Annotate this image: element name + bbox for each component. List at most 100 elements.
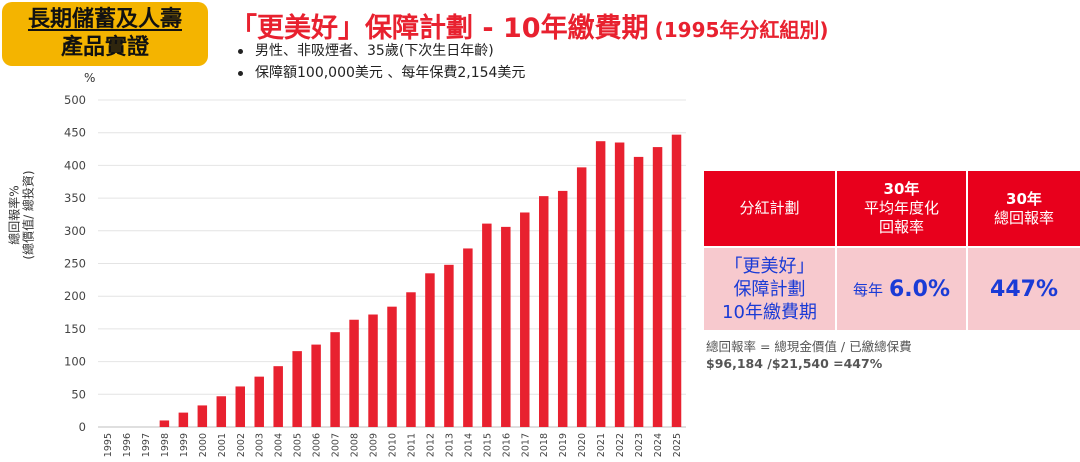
header-avg-line: 30年 — [883, 180, 920, 198]
title-sub: (1995年分紅組別) — [654, 18, 829, 42]
bar-2022 — [614, 142, 625, 427]
cell-plan-name: 「更美好」 保障計劃 10年繳費期 — [704, 248, 837, 330]
bar-2020 — [576, 167, 587, 427]
bar-2006 — [311, 344, 321, 427]
x-tick-label: 2012 — [425, 433, 436, 457]
bar-2017 — [520, 212, 530, 427]
bar-2004 — [273, 366, 283, 427]
bar-2010 — [387, 306, 397, 427]
header-avg-line: 回報率 — [878, 218, 924, 236]
bar-2002 — [235, 386, 245, 427]
plan-name-line: 保障計劃 — [733, 278, 806, 300]
x-tick-label: 2014 — [463, 433, 474, 457]
y-tick-label: 350 — [64, 191, 86, 205]
bar-2009 — [368, 314, 378, 427]
x-tick-label: 2013 — [444, 433, 455, 457]
bar-2023 — [633, 156, 644, 427]
return-bar-chart: % 0 50 100 150 200 250 300 350 400 450 500 1995 1996 1… — [64, 71, 686, 457]
summary-table: 分紅計劃 30年 平均年度化 回報率 30年 總回報率 「更美好」 保障計劃 1… — [704, 171, 1080, 330]
formula-line: 總回報率 = 總現金價值 / 已繳總保費 — [706, 339, 912, 354]
x-tick-label: 2023 — [634, 433, 645, 457]
y-tick-label: 50 — [71, 387, 86, 401]
x-tick-label: 2007 — [331, 433, 342, 457]
bullet-text: 男性、非吸煙者、35歲(下次生日年齡) — [255, 43, 494, 59]
x-tick-label: 2024 — [653, 433, 664, 457]
bullet-item: 保障額100,000美元 、每年保費2,154美元 — [238, 62, 525, 84]
x-tick-label: 2009 — [369, 433, 380, 457]
x-tick-label: 2004 — [274, 433, 285, 457]
x-tick-label: 2008 — [350, 433, 361, 457]
formula-note: 總回報率 = 總現金價值 / 已繳總保費 $96,184 /$21,540 =4… — [706, 338, 912, 372]
table-row: 「更美好」 保障計劃 10年繳費期 每年 6.0% 447% — [704, 246, 1080, 330]
bar-2005 — [292, 351, 302, 427]
x-tick-label: 2020 — [577, 433, 588, 457]
header-total-return: 30年 總回報率 — [968, 171, 1080, 246]
x-tick-label: 2022 — [615, 433, 626, 457]
x-tick-label: 2010 — [388, 433, 399, 457]
y-tick-label: 150 — [64, 322, 86, 336]
avg-return-prefix: 每年 — [852, 280, 883, 299]
formula-calculation: $96,184 /$21,540 =447% — [706, 356, 883, 371]
badge-line1: 長期儲蓄及人壽 — [27, 7, 182, 32]
x-tick-label: 2016 — [501, 433, 512, 457]
title-main: 「更美好」保障計劃 - 10年繳費期 — [230, 13, 649, 44]
bar-2001 — [216, 396, 227, 427]
bar-2024 — [652, 147, 663, 427]
x-tick-label: 2025 — [672, 433, 683, 457]
header-avg-return: 30年 平均年度化 回報率 — [837, 171, 968, 246]
total-return-value: 447% — [990, 276, 1058, 302]
y-axis-title-line2: (總價值/ 總投資) — [22, 170, 37, 260]
bar-2012 — [425, 273, 435, 427]
y-tick-label: 0 — [79, 420, 86, 434]
x-tick-label: 2001 — [217, 433, 228, 457]
x-tick-label: 1999 — [179, 433, 190, 457]
bar-2007 — [330, 332, 340, 427]
bullet-icon — [238, 48, 243, 54]
page-title: 「更美好」保障計劃 - 10年繳費期 (1995年分紅組別) — [230, 6, 829, 45]
plan-name-line: 「更美好」 — [724, 255, 815, 277]
bar-2015 — [482, 223, 492, 427]
bar-1999 — [178, 412, 189, 427]
y-tick-label: 300 — [64, 224, 86, 238]
y-tick-label: 500 — [64, 93, 86, 107]
badge-line2: 產品實證 — [60, 35, 149, 60]
bar-2008 — [349, 319, 359, 427]
x-tick-label: 2002 — [236, 433, 247, 457]
bar-2016 — [501, 226, 511, 427]
avg-return-value: 6.0% — [889, 276, 951, 302]
x-tick-label: 1997 — [141, 433, 152, 457]
bar-2000 — [197, 405, 208, 427]
y-tick-label: 450 — [64, 126, 86, 140]
header-plan: 分紅計劃 — [704, 171, 837, 246]
plan-details: 男性、非吸煙者、35歲(下次生日年齡) 保障額100,000美元 、每年保費2,… — [238, 40, 525, 84]
x-tick-label: 1998 — [160, 433, 171, 457]
y-tick-label: 250 — [64, 257, 86, 271]
x-tick-label: 2000 — [198, 433, 209, 457]
bullet-item: 男性、非吸煙者、35歲(下次生日年齡) — [238, 40, 525, 62]
x-tick-label: 1996 — [122, 433, 133, 457]
x-tick-label: 2017 — [520, 433, 531, 457]
x-tick-label: 2019 — [558, 433, 569, 457]
plan-name-line: 10年繳費期 — [722, 301, 817, 323]
bar-2021 — [595, 141, 606, 427]
y-tick-label: 400 — [64, 158, 86, 172]
x-tick-label: 2011 — [406, 433, 417, 457]
x-tick-label: 2021 — [596, 433, 607, 457]
bar-2019 — [557, 190, 568, 427]
product-badge: 長期儲蓄及人壽 產品實證 — [2, 2, 208, 66]
header-avg-line: 平均年度化 — [863, 199, 939, 217]
y-axis-title: 總回報率% (總價值/ 總投資) — [2, 150, 42, 280]
x-tick-label: 2005 — [293, 433, 304, 457]
x-tick-label: 2015 — [482, 433, 493, 457]
cell-total-return: 447% — [968, 248, 1080, 330]
bullet-text: 保障額100,000美元 、每年保費2,154美元 — [255, 65, 526, 81]
bar-2014 — [463, 248, 473, 427]
bar-1998 — [159, 420, 170, 427]
bar-2018 — [539, 196, 549, 427]
cell-avg-return: 每年 6.0% — [837, 248, 968, 330]
x-tick-label: 2006 — [312, 433, 323, 457]
x-tick-label: 1995 — [103, 433, 114, 457]
header-total-line: 30年 — [1006, 189, 1042, 208]
x-tick-label: 2003 — [255, 433, 266, 457]
y-tick-label: 100 — [64, 355, 86, 369]
